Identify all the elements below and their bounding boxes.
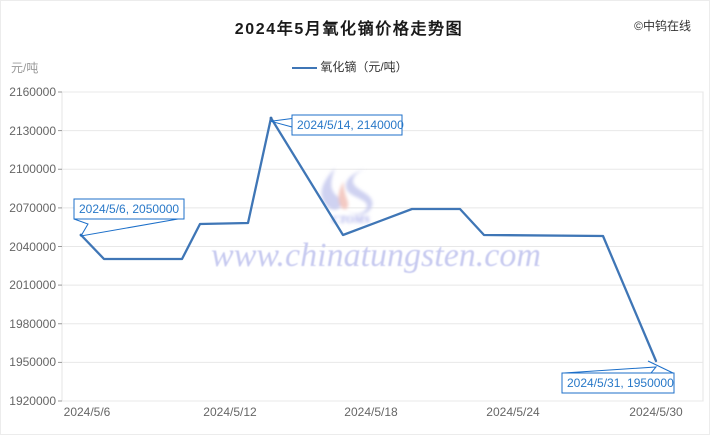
svg-text:2024/5/6, 2050000: 2024/5/6, 2050000	[79, 202, 179, 216]
svg-text:CTOMS: CTOMS	[332, 214, 370, 226]
svg-text:www.chinatungsten.com: www.chinatungsten.com	[211, 237, 541, 274]
svg-text:2024/5/31, 1950000: 2024/5/31, 1950000	[567, 376, 674, 390]
svg-text:2024/5/14, 2140000: 2024/5/14, 2140000	[297, 118, 404, 132]
